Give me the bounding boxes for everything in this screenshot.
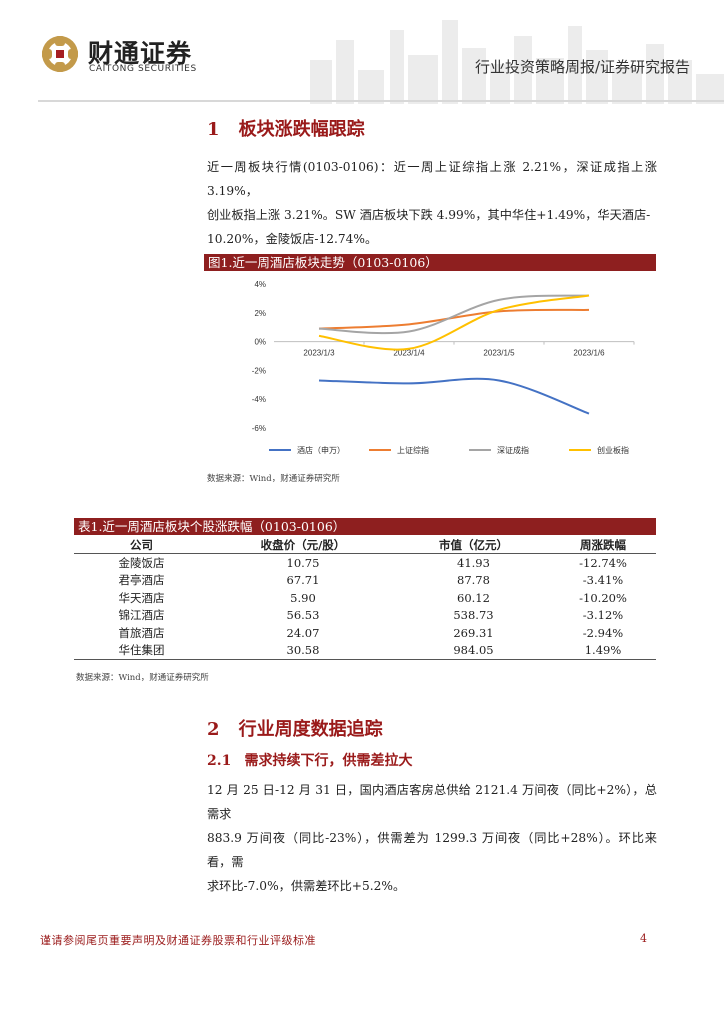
x-tick-label: 2023/1/3 — [303, 349, 335, 358]
column-header: 周涨跌幅 — [550, 536, 656, 554]
table-row: 首旅酒店 24.07 269.31 -2.94% — [74, 624, 656, 642]
table-cell: -3.12% — [582, 608, 624, 623]
section-2-title: 行业周度数据追踪 — [238, 719, 383, 740]
report-type: 行业投资策略周报/证券研究报告 — [474, 58, 690, 76]
paragraph-line: 883.9 万间夜（同比-23%），供需差为 1299.3 万间夜（同比+28%… — [207, 831, 657, 869]
table-row: 华天酒店 5.90 60.12 -10.20% — [74, 589, 656, 607]
x-tick-label: 2023/1/4 — [393, 349, 425, 358]
table-cell: -10.20% — [579, 590, 627, 605]
table-cell: -2.94% — [582, 625, 624, 640]
table-cell: 5.90 — [290, 590, 316, 605]
y-tick-label: -4% — [252, 395, 266, 404]
table-cell: 君亭酒店 — [118, 573, 165, 588]
table-cell: 锦江酒店 — [118, 608, 165, 623]
paragraph-line: 10.20%，金陵饭店-12.74%。 — [207, 232, 378, 246]
column-header: 公司 — [74, 536, 209, 554]
chart-legend: 酒店（申万） 上证综指 深证成指 创业板指 — [269, 445, 629, 455]
table-header-row: 公司 收盘价（元/股） 市值（亿元） 周涨跌幅 — [74, 536, 656, 554]
table-cell: 10.75 — [286, 555, 320, 570]
section-2-number: 2 — [207, 719, 220, 740]
series-line — [318, 308, 590, 330]
y-axis-ticks: 4% 2% 0% -2% -4% -6% — [252, 280, 266, 433]
table-cell: 30.58 — [209, 641, 397, 660]
hotel-sector-line-chart: 4% 2% 0% -2% -4% -6% 2023/1/3 2023/1/4 2023/1/5… — [252, 280, 635, 455]
y-tick-label: -6% — [252, 424, 266, 433]
table-cell: 60.12 — [457, 590, 490, 605]
series-line — [318, 377, 590, 415]
x-tick-label: 2023/1/6 — [573, 349, 605, 358]
subsection-2-1-heading: 2.1 需求持续下行，供需差拉大 — [207, 750, 412, 770]
table-cell: -12.74% — [579, 555, 627, 570]
section-2-paragraph: 12 月 25 日-12 月 31 日，国内酒店客房总供给 2121.4 万间夜… — [207, 778, 657, 898]
y-tick-label: -2% — [252, 366, 266, 375]
y-tick-label: 4% — [254, 280, 266, 289]
table-cell: 269.31 — [453, 625, 494, 640]
section-2-heading: 2 行业周度数据追踪 — [207, 715, 383, 741]
table-cell: 41.93 — [457, 555, 490, 570]
paragraph-line: 创业板指上涨 3.21%。SW 酒店板块下跌 4.99%，其中华住+1.49%，… — [207, 208, 651, 222]
table-cell: -3.41% — [582, 573, 624, 588]
footer-disclaimer: 谨请参阅尾页重要声明及财通证券股票和行业评级标准 — [40, 934, 316, 947]
figure-1-caption: 图1.近一周酒店板块走势（0103-0106） — [204, 254, 656, 271]
x-tick-label: 2023/1/5 — [483, 349, 515, 358]
table-cell: 24.07 — [286, 625, 320, 640]
legend-label: 创业板指 — [597, 445, 629, 455]
legend-label: 上证综指 — [397, 445, 429, 455]
section-1-title: 板块涨跌幅跟踪 — [238, 119, 365, 140]
table-cell: 538.73 — [453, 608, 494, 623]
y-tick-label: 0% — [254, 338, 266, 347]
table-cell: 67.71 — [286, 573, 320, 588]
table-cell: 56.53 — [286, 608, 320, 623]
legend-label: 深证成指 — [497, 445, 529, 455]
series-line — [318, 294, 590, 335]
column-header: 市值（亿元） — [396, 536, 551, 554]
stock-performance-table: 公司 收盘价（元/股） 市值（亿元） 周涨跌幅 金陵饭店 10.75 41.93… — [74, 536, 656, 660]
table-1-source: 数据来源：Wind，财通证券研究所 — [76, 673, 209, 683]
header-divider — [38, 100, 724, 102]
subsection-2-1-number: 2.1 — [207, 753, 232, 769]
section-1-paragraph: 近一周板块行情(0103-0106)：近一周上证综指上涨 2.21%，深证成指上… — [207, 155, 657, 251]
table-cell: 华住集团 — [74, 641, 209, 660]
table-cell: 984.05 — [396, 641, 551, 660]
column-header: 收盘价（元/股） — [209, 536, 397, 554]
caitong-logo-icon — [42, 36, 78, 72]
series-lines — [318, 294, 590, 415]
figure-1-source: 数据来源：Wind，财通证券研究所 — [207, 474, 340, 484]
table-cell: 87.78 — [457, 573, 490, 588]
subsection-2-1-title: 需求持续下行，供需差拉大 — [244, 753, 413, 769]
city-skyline-decoration — [310, 20, 724, 104]
brand-name-cn: 财通证券 — [88, 39, 193, 68]
paragraph-line: 12 月 25 日-12 月 31 日，国内酒店客房总供给 2121.4 万间夜… — [207, 783, 657, 821]
x-axis-ticks: 2023/1/3 2023/1/4 2023/1/5 2023/1/6 — [303, 341, 635, 358]
table-cell: 华天酒店 — [118, 590, 165, 605]
y-tick-label: 2% — [254, 309, 266, 318]
section-1-heading: 1 板块涨跌幅跟踪 — [207, 115, 365, 141]
table-1-caption: 表1.近一周酒店板块个股涨跌幅（0103-0106） — [74, 518, 656, 535]
table-row: 金陵饭店 10.75 41.93 -12.74% — [74, 554, 656, 572]
table-row: 华住集团 30.58 984.05 1.49% — [74, 641, 656, 660]
brand-name-en: CAITONG SECURITIES — [89, 64, 197, 74]
legend-label: 酒店（申万） — [297, 445, 345, 455]
table-cell: 金陵饭店 — [118, 555, 165, 570]
page-number: 4 — [640, 932, 647, 945]
series-line — [318, 294, 590, 351]
section-1-number: 1 — [207, 119, 220, 140]
table-cell: 1.49% — [550, 641, 656, 660]
paragraph-line: 近一周板块行情(0103-0106)：近一周上证综指上涨 2.21%，深证成指上… — [207, 160, 657, 198]
table-row: 君亭酒店 67.71 87.78 -3.41% — [74, 572, 656, 590]
table-cell: 首旅酒店 — [118, 625, 165, 640]
paragraph-line: 求环比-7.0%，供需差环比+5.2%。 — [207, 879, 406, 893]
table-row: 锦江酒店 56.53 538.73 -3.12% — [74, 607, 656, 625]
